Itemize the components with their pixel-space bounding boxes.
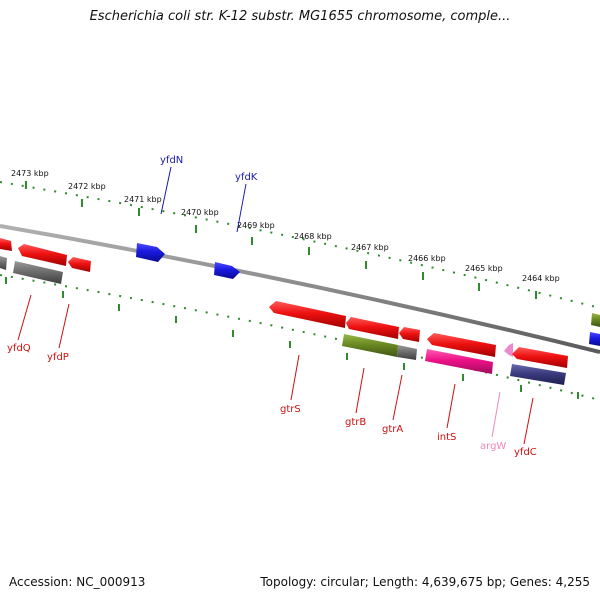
- gene-label-intS[interactable]: intS: [437, 432, 456, 443]
- inner-ring-dots: [0, 274, 600, 401]
- map-title: Escherichia coli str. K-12 substr. MG165…: [89, 9, 511, 24]
- feature-grey-left-edge[interactable]: [0, 256, 7, 270]
- leader-intS: [446, 383, 456, 429]
- kbp-label-2468: 2468 kbp: [294, 232, 332, 241]
- kbp-label-2473: 2473 kbp: [11, 169, 49, 178]
- leader-yfdN: [160, 166, 172, 215]
- reverse-strand-features: [0, 256, 600, 385]
- leader-yfdP: [58, 303, 70, 349]
- leader-gtrB: [355, 367, 365, 414]
- kbp-labels: 2473 kbp 2472 kbp 2471 kbp 2470 kbp 2469…: [11, 169, 560, 283]
- gene-label-yfdC[interactable]: yfdC: [514, 447, 537, 458]
- inner-tick-ring: [0, 274, 600, 401]
- feature-yfdN[interactable]: [136, 243, 165, 262]
- leader-yfdK: [236, 183, 247, 233]
- feature-blue-right-edge[interactable]: [589, 332, 600, 346]
- gene-label-gtrS[interactable]: gtrS: [280, 404, 301, 415]
- leader-gtrA: [392, 374, 403, 421]
- kbp-label-2469: 2469 kbp: [237, 221, 275, 230]
- gene-label-yfdN[interactable]: yfdN: [160, 155, 183, 166]
- feature-yfdK[interactable]: [214, 262, 240, 279]
- feature-cds-red-1[interactable]: [18, 244, 67, 266]
- feature-gtrS[interactable]: [269, 301, 346, 328]
- feature-intS[interactable]: [427, 333, 496, 357]
- label-leaders: [17, 166, 534, 445]
- kbp-label-2466: 2466 kbp: [408, 254, 446, 263]
- gene-label-gtrA[interactable]: gtrA: [382, 424, 403, 435]
- feature-gtrA-grey[interactable]: [397, 345, 417, 360]
- feature-right-olive-edge[interactable]: [591, 313, 600, 327]
- inner-major-ticks: [5, 277, 579, 399]
- outer-ring-dots: [0, 181, 600, 309]
- accession-text: Accession: NC_000913: [9, 575, 146, 589]
- leader-argW: [491, 391, 501, 438]
- leader-yfdC: [523, 397, 534, 445]
- leader-yfdQ: [17, 294, 32, 341]
- gene-label-yfdK[interactable]: yfdK: [235, 172, 258, 183]
- kbp-label-2471: 2471 kbp: [124, 195, 162, 204]
- outer-tick-ring: [0, 181, 600, 309]
- feature-yfdQ-yfdP-grey[interactable]: [13, 261, 63, 284]
- gene-label-gtrB[interactable]: gtrB: [345, 417, 366, 428]
- gene-label-yfdP[interactable]: yfdP: [47, 352, 69, 363]
- feature-yfdC[interactable]: [512, 347, 568, 368]
- genome-summary-text: Topology: circular; Length: 4,639,675 bp…: [260, 575, 590, 589]
- gene-labels: yfdN yfdK yfdQ yfdP gtrS gtrB gtrA intS …: [7, 155, 537, 458]
- feature-cds-red-2[interactable]: [68, 257, 91, 272]
- kbp-label-2465: 2465 kbp: [465, 264, 503, 273]
- feature-gtrB-olive[interactable]: [342, 334, 398, 357]
- feature-yfdC-navy[interactable]: [510, 364, 566, 385]
- gene-label-argW[interactable]: argW: [480, 441, 506, 452]
- feature-cds-left-edge[interactable]: [0, 238, 12, 251]
- chromosome-backbone: [0, 224, 600, 354]
- kbp-label-2470: 2470 kbp: [181, 208, 219, 217]
- outer-major-ticks: [25, 181, 537, 299]
- kbp-label-2472: 2472 kbp: [68, 182, 106, 191]
- feature-gtrA[interactable]: [399, 327, 420, 342]
- feature-intS-pink[interactable]: [425, 349, 493, 374]
- leader-gtrS: [290, 354, 300, 401]
- kbp-label-2464: 2464 kbp: [522, 274, 560, 283]
- kbp-label-2467: 2467 kbp: [351, 243, 389, 252]
- feature-gtrB[interactable]: [346, 317, 399, 339]
- forward-strand-features: [0, 238, 600, 327]
- feature-argW[interactable]: [504, 343, 513, 357]
- gene-label-yfdQ[interactable]: yfdQ: [7, 343, 31, 354]
